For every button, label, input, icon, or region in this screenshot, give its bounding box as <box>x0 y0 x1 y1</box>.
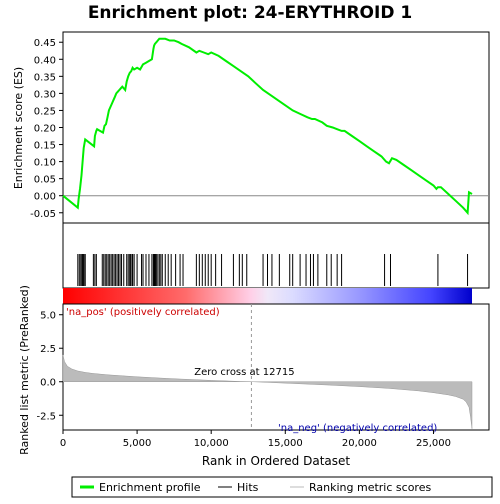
es-y-tick-label: 0.45 <box>34 38 56 49</box>
es-y-tick-label: 0.25 <box>34 106 56 117</box>
enrichment-profile-line <box>62 37 473 216</box>
hit-marks <box>77 254 469 286</box>
metric-y-axis: -2.5 0.0 2.5 5.0 <box>36 311 63 422</box>
x-axis: 0 5,000 10,000 15,000 20,000 25,000 <box>60 430 451 449</box>
es-plot-frame <box>62 31 490 224</box>
ranking-metric-area <box>62 354 473 429</box>
es-y-tick-label: 0.00 <box>34 192 56 203</box>
x-tick-label: 5,000 <box>123 438 152 449</box>
x-tick-label: 25,000 <box>416 438 451 449</box>
positive-correlation-label: 'na_pos' (positively correlated) <box>66 307 220 318</box>
legend-entries: Enrichment profile Hits Ranking metric sco… <box>80 481 431 494</box>
es-y-tick-label: 0.10 <box>34 158 56 169</box>
chart-title: Enrichment plot: 24-ERYTHROID 1 <box>88 3 412 23</box>
metric-y-label: Ranked list metric (PreRanked) <box>18 285 31 455</box>
x-tick-label: 10,000 <box>194 438 229 449</box>
es-y-tick-label: 0.05 <box>34 175 56 186</box>
negative-correlation-label: 'na_neg' (negatively correlated) <box>278 423 437 434</box>
metric-y-tick-label: -2.5 <box>36 411 56 422</box>
legend-label: Enrichment profile <box>99 481 201 494</box>
x-tick-label: 20,000 <box>342 438 377 449</box>
es-y-label: Enrichment score (ES) <box>12 67 25 189</box>
rank-color-bar <box>63 288 472 304</box>
metric-y-tick-label: 5.0 <box>40 311 56 322</box>
metric-y-tick-label: 2.5 <box>40 344 56 355</box>
legend-label: Ranking metric scores <box>309 481 431 494</box>
es-y-tick-label: 0.20 <box>34 124 56 135</box>
metric-y-tick-label: 0.0 <box>40 378 56 389</box>
x-tick-label: 15,000 <box>268 438 303 449</box>
legend <box>71 476 493 498</box>
metric-plot-frame <box>62 303 490 431</box>
legend-label: Hits <box>237 481 259 494</box>
es-y-tick-label: -0.05 <box>30 209 56 220</box>
x-axis-label: Rank in Ordered Dataset <box>202 454 350 468</box>
es-y-tick-label: 0.40 <box>34 55 56 66</box>
x-tick-label: 0 <box>60 438 66 449</box>
es-y-tick-label: 0.35 <box>34 72 56 83</box>
zero-cross-label: Zero cross at 12715 <box>194 367 294 378</box>
es-y-tick-label: 0.30 <box>34 89 56 100</box>
es-y-axis: -0.05 0.00 0.05 0.10 0.15 0.20 0.25 0.30 0.35 0.4… <box>30 38 63 220</box>
es-y-tick-label: 0.15 <box>34 141 56 152</box>
